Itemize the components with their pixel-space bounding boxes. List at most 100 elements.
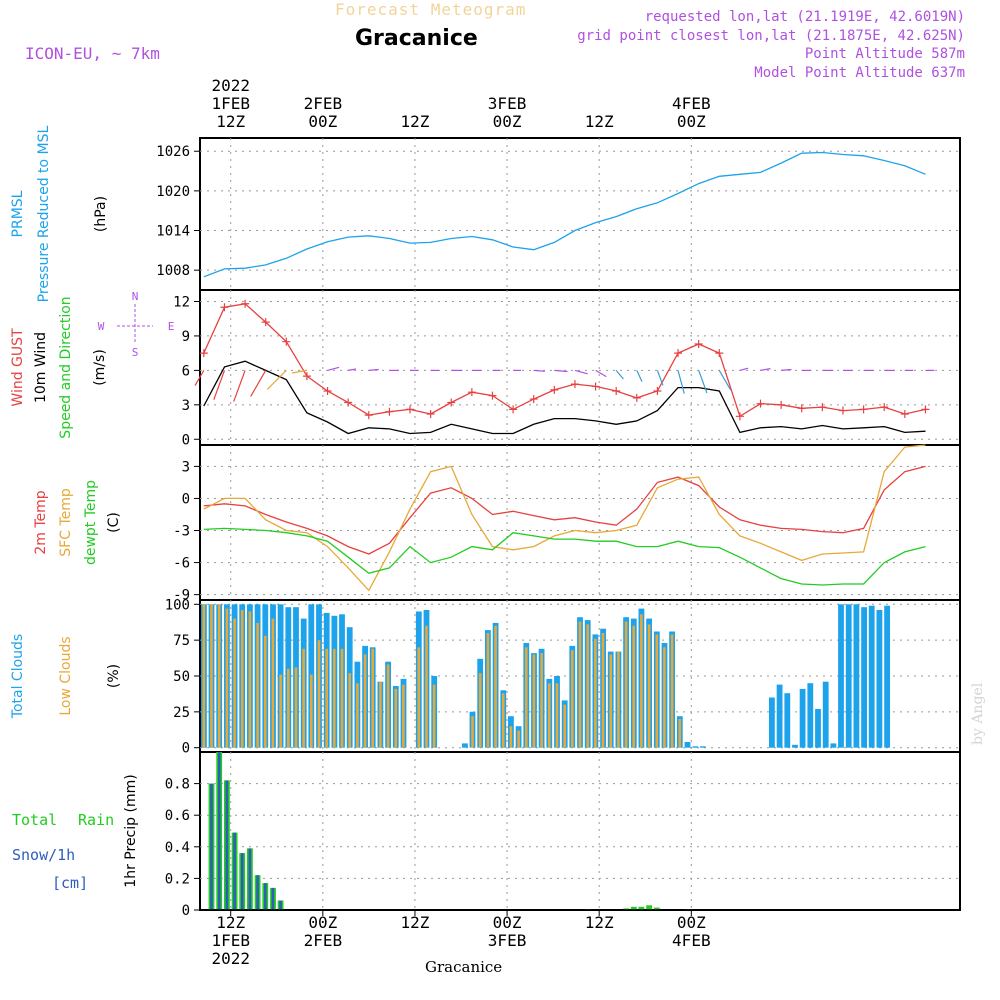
bar-precip-1 xyxy=(233,832,236,910)
ytick-label: 100 xyxy=(165,597,190,613)
ylabel-wind-3: (m/s) xyxy=(92,349,108,386)
bar-precip-0 xyxy=(653,907,660,910)
ylabel-wind-2: Speed and Direction xyxy=(58,296,74,438)
bar-clouds-1 xyxy=(655,634,659,748)
bar-clouds-0 xyxy=(462,743,468,748)
bottom-time-label: 2FEB xyxy=(304,931,343,950)
gust-marker xyxy=(509,405,518,414)
bar-clouds-1 xyxy=(632,625,635,748)
gust-marker xyxy=(302,372,311,381)
ytick-label: 12 xyxy=(173,294,190,310)
ylabel-clouds-1: Low Clouds xyxy=(58,636,74,715)
gust-marker xyxy=(550,385,559,394)
bar-clouds-1 xyxy=(670,634,674,748)
legend-rain: Rain xyxy=(78,811,114,829)
top-time-label: 1FEB xyxy=(211,94,250,113)
bar-clouds-1 xyxy=(317,640,321,748)
bar-precip-1 xyxy=(210,783,213,910)
gust-marker xyxy=(715,349,724,358)
panel-frame-precip xyxy=(199,751,961,911)
bar-clouds-1 xyxy=(202,604,206,748)
gust-marker xyxy=(900,410,909,418)
bar-clouds-1 xyxy=(501,693,505,748)
bar-clouds-1 xyxy=(647,624,651,748)
model-label: ICON-EU, ~ 7km xyxy=(25,44,160,63)
gust-marker xyxy=(241,299,250,308)
bar-clouds-0 xyxy=(776,684,783,748)
ylabel-precip-0: 1hr Precip (mm) xyxy=(123,774,139,887)
bar-clouds-1 xyxy=(271,618,275,748)
gust-marker xyxy=(818,403,827,412)
series-line-temperature-1 xyxy=(203,444,926,592)
bar-clouds-1 xyxy=(402,684,405,748)
bar-clouds-1 xyxy=(678,719,682,748)
ytick-label: 1008 xyxy=(156,263,190,279)
bottom-time-label: 12Z xyxy=(585,913,614,932)
legend-total: Total xyxy=(12,811,57,829)
series-line-temperature-0 xyxy=(203,465,926,555)
bar-precip-0 xyxy=(623,908,629,910)
bottom-time-label: 00Z xyxy=(493,913,522,932)
ytick-label: 0 xyxy=(182,903,190,919)
gust-marker xyxy=(199,349,208,358)
ylabel-wind-0: Wind GUST xyxy=(10,328,26,407)
ylabel-temperature-2: dewpt Temp xyxy=(83,480,99,565)
bar-clouds-0 xyxy=(830,743,837,748)
wind-arrow xyxy=(656,370,664,386)
wind-arrow xyxy=(554,369,568,373)
bar-clouds-1 xyxy=(225,608,229,748)
compass-cross xyxy=(117,304,153,344)
bar-precip-0 xyxy=(646,905,652,910)
ytick-label: 3 xyxy=(182,398,190,414)
bar-clouds-1 xyxy=(540,653,543,748)
top-time-label: 12Z xyxy=(585,112,614,131)
bar-clouds-0 xyxy=(692,746,699,748)
ytick-label: 50 xyxy=(173,669,190,685)
gust-marker xyxy=(735,412,744,421)
bar-precip-0 xyxy=(630,906,637,910)
top-time-label: 2FEB xyxy=(304,94,343,113)
bar-precip-1 xyxy=(279,900,282,910)
bar-precip-1 xyxy=(240,853,244,910)
ytick-label: 6 xyxy=(182,363,190,379)
wind-arrow xyxy=(533,369,545,372)
wind-arrow xyxy=(250,370,267,397)
ytick-label: 1020 xyxy=(156,184,190,200)
gust-marker xyxy=(467,388,476,397)
bar-clouds-1 xyxy=(363,654,367,748)
gust-marker xyxy=(426,410,435,418)
bottom-time-label: 12Z xyxy=(216,913,245,932)
compass-e: E xyxy=(168,320,175,333)
wind-arrow xyxy=(677,370,685,394)
bar-precip-1 xyxy=(256,875,259,910)
bar-clouds-1 xyxy=(379,681,382,748)
wind-arrow xyxy=(698,370,708,394)
bar-clouds-1 xyxy=(310,674,313,748)
top-time-label: 4FEB xyxy=(672,94,711,113)
wind-arrow xyxy=(760,368,771,371)
gust-marker xyxy=(653,387,662,396)
ylabel-pressure-2: (hPa) xyxy=(93,196,109,232)
bar-clouds-1 xyxy=(325,648,328,748)
bar-clouds-1 xyxy=(217,604,221,748)
bar-clouds-1 xyxy=(609,654,612,748)
bar-clouds-1 xyxy=(432,684,436,748)
top-time-label: 2022 xyxy=(211,76,250,95)
gust-marker xyxy=(406,405,415,414)
ytick-label: -9 xyxy=(173,588,190,604)
ytick-label: 0.8 xyxy=(165,777,190,793)
bar-clouds-1 xyxy=(279,674,282,748)
gust-marker xyxy=(880,403,889,412)
bar-clouds-1 xyxy=(563,704,566,748)
gust-marker xyxy=(344,398,353,407)
series-line-pressure-0 xyxy=(203,151,926,278)
bar-clouds-1 xyxy=(601,633,605,748)
bar-precip-1 xyxy=(248,848,252,910)
ylabel-pressure-0: PRMSL xyxy=(10,190,26,237)
bar-precip-1 xyxy=(225,780,229,910)
bar-clouds-1 xyxy=(525,647,528,748)
gust-marker xyxy=(385,407,394,416)
bar-clouds-1 xyxy=(594,638,597,748)
gust-marker xyxy=(694,339,703,348)
